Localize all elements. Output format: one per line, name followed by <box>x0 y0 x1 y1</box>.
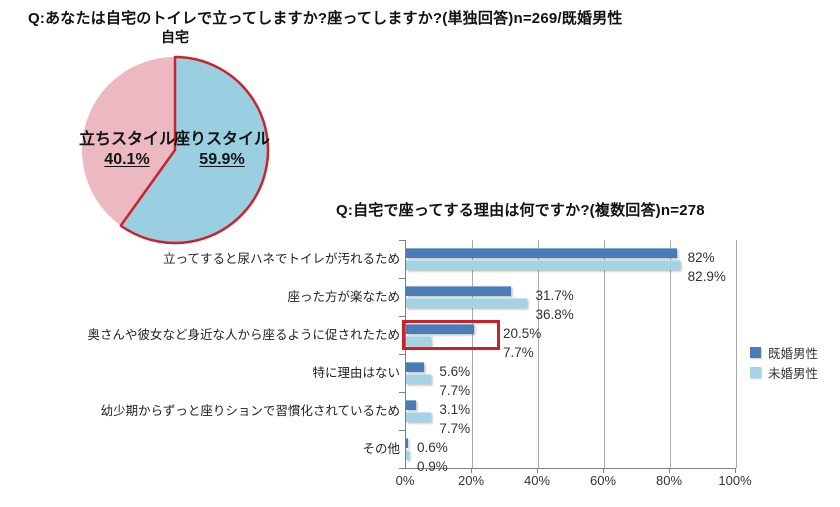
value-label-unmarried: 7.7% <box>439 381 470 400</box>
category-label: その他 <box>362 441 400 457</box>
pie-label-sitting-value: 59.9% <box>199 151 244 168</box>
value-label-married: 31.7% <box>535 286 573 305</box>
category-label: 幼少期からずっと座りションで習慣化されているため <box>101 403 400 419</box>
x-axis-tick-label: 100% <box>705 473 765 488</box>
value-label-unmarried: 7.7% <box>503 343 541 362</box>
bar-married-segment <box>406 362 424 372</box>
chart-legend: 既婚男性 未婚男性 <box>750 342 818 382</box>
value-label-unmarried: 7.7% <box>439 419 470 438</box>
bar-question-title: Q:自宅で座ってする理由は何ですか?(複数回答)n=278 <box>336 199 705 220</box>
bar-plot-area: 82%82.9%31.7%36.8%20.5%7.7%5.6%7.7%3.1%7… <box>405 240 736 469</box>
legend-label-married: 既婚男性 <box>768 343 818 362</box>
value-label-married: 5.6% <box>439 362 470 381</box>
x-axis-tick-label: 60% <box>573 473 633 488</box>
value-label-married: 0.6% <box>417 438 448 457</box>
pie-question-title: Q:あなたは自宅のトイレで立ってしますか?座ってしますか?(単独回答)n=269… <box>28 7 623 28</box>
value-label-married: 3.1% <box>439 400 470 419</box>
value-label-unmarried: 36.8% <box>535 305 573 324</box>
pie-label-sitting: 座りスタイル 59.9% <box>174 130 270 170</box>
category-label: 座った方が楽なため <box>287 289 400 305</box>
bar-unmarried-segment <box>406 260 680 270</box>
y-axis-tick <box>399 392 405 393</box>
value-label-married: 20.5% <box>503 324 541 343</box>
bar-unmarried-segment <box>406 298 527 308</box>
bar-value-labels: 3.1%7.7% <box>439 400 470 438</box>
gridline <box>472 240 473 468</box>
legend-entry-unmarried: 未婚男性 <box>750 362 818 382</box>
category-label: 立ってすると尿ハネでトイレが汚れるため <box>163 251 400 267</box>
survey-infographic: Q:あなたは自宅のトイレで立ってしますか?座ってしますか?(単独回答)n=269… <box>0 0 840 507</box>
y-axis-tick <box>399 278 405 279</box>
pie-label-sitting-text: 座りスタイル <box>174 131 270 148</box>
legend-entry-married: 既婚男性 <box>750 342 818 362</box>
bar-married-segment <box>406 248 677 258</box>
y-axis-tick <box>399 430 405 431</box>
category-label: 特に理由はない <box>312 365 400 381</box>
highlight-red-box <box>402 320 500 350</box>
y-axis-tick <box>399 468 405 469</box>
legend-label-unmarried: 未婚男性 <box>768 363 818 382</box>
gridline <box>736 240 737 468</box>
category-label: 奥さんや彼女など身近な人から座るように促されたため <box>87 327 400 343</box>
x-axis-tick-label: 40% <box>507 473 567 488</box>
x-axis-tick-label: 0% <box>375 473 435 488</box>
bar-married-segment <box>406 400 416 410</box>
pie-label-standing: 立ちスタイル 40.1% <box>79 130 175 170</box>
legend-swatch-unmarried <box>750 367 761 378</box>
pie-label-standing-value: 40.1% <box>104 151 149 168</box>
bar-married-segment <box>406 438 408 448</box>
bar-married-segment <box>406 286 511 296</box>
bar-value-labels: 31.7%36.8% <box>535 286 573 324</box>
x-axis-tick-label: 80% <box>639 473 699 488</box>
bar-value-labels: 20.5%7.7% <box>503 324 541 362</box>
y-axis-tick <box>399 240 405 241</box>
value-label-unmarried: 82.9% <box>688 267 726 286</box>
bar-unmarried-segment <box>406 450 409 460</box>
gridline <box>670 240 671 468</box>
x-axis-tick-label: 20% <box>441 473 501 488</box>
pie-label-standing-text: 立ちスタイル <box>79 131 175 148</box>
y-axis-tick <box>399 354 405 355</box>
bar-value-labels: 5.6%7.7% <box>439 362 470 400</box>
bar-value-labels: 82%82.9% <box>688 248 726 286</box>
gridline <box>604 240 605 468</box>
bar-unmarried-segment <box>406 412 431 422</box>
y-axis-tick <box>399 316 405 317</box>
value-label-married: 82% <box>688 248 726 267</box>
legend-swatch-married <box>750 347 761 358</box>
bar-unmarried-segment <box>406 374 431 384</box>
bar-value-labels: 0.6%0.9% <box>417 438 448 476</box>
